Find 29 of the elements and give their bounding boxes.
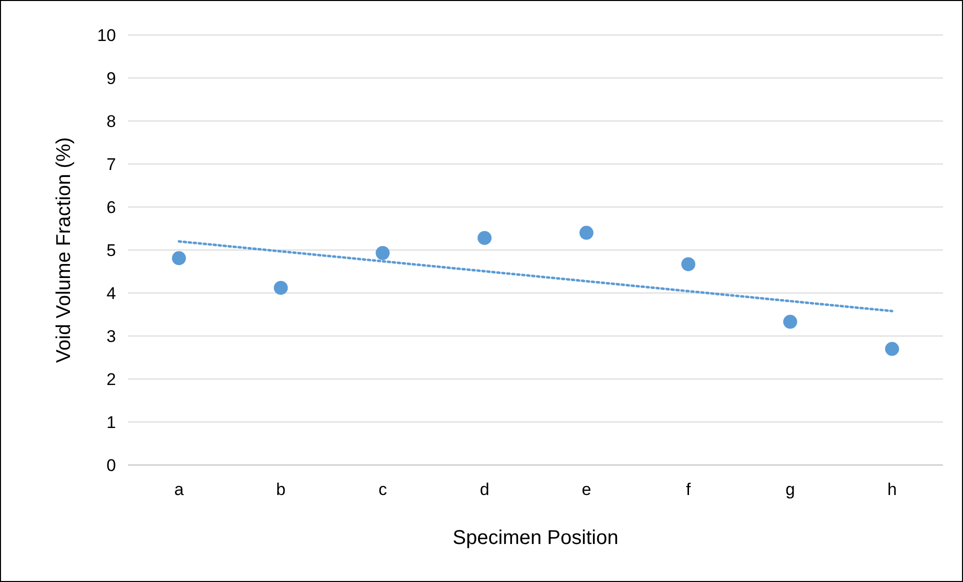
x-tick-label: e (582, 480, 592, 499)
x-tick-label: g (785, 480, 795, 499)
y-tick-label: 8 (106, 112, 116, 131)
point (376, 246, 390, 260)
point (172, 251, 186, 266)
y-tick-label: 9 (106, 68, 116, 88)
x-tick-label: c (378, 480, 388, 499)
point (783, 314, 798, 329)
y-tick-label: 6 (106, 198, 116, 217)
x-tick-label: h (887, 480, 897, 499)
y-tick-label: 5 (106, 240, 116, 260)
y-axis-title: Void Volume Fraction (%) (53, 137, 75, 363)
y-tick-label: 2 (106, 370, 116, 389)
x-tick-label: d (480, 480, 490, 499)
y-tick-label: 3 (106, 326, 116, 346)
point (274, 280, 288, 295)
y-tick-label: 1 (106, 412, 116, 432)
y-tick-label: 4 (106, 284, 116, 303)
x-tick-label: b (276, 480, 286, 499)
y-tick-label: 0 (106, 456, 116, 475)
x-axis-title: Specimen Position (452, 527, 618, 549)
y-tick-label: 7 (106, 154, 116, 174)
point (579, 226, 594, 240)
x-tick-label: f (686, 480, 691, 499)
point (681, 257, 696, 272)
point (885, 342, 900, 356)
x-tick-label: a (174, 480, 184, 499)
y-tick-label: 10 (97, 26, 116, 45)
point (478, 230, 492, 245)
